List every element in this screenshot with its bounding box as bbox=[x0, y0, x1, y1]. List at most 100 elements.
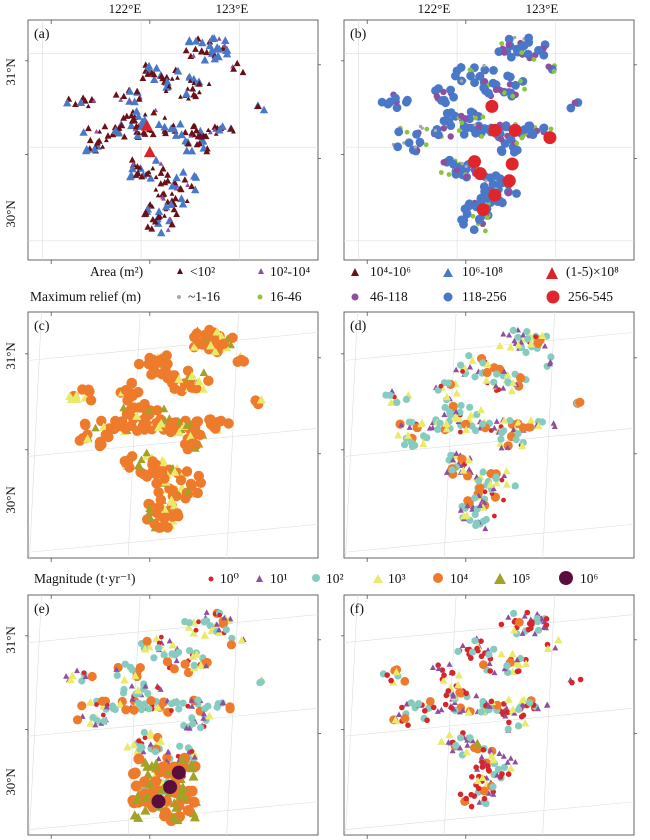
feature-a-11-10 bbox=[150, 109, 158, 116]
feature-b-2-4 bbox=[522, 86, 527, 92]
features-a bbox=[63, 34, 269, 237]
feature-a-5-68 bbox=[85, 124, 92, 132]
feature-d-0-17 bbox=[500, 331, 507, 337]
map-panel-b: (b) bbox=[341, 19, 637, 264]
feature-f-1-16 bbox=[454, 647, 462, 656]
feature-b-3-8 bbox=[433, 93, 440, 100]
feature-b-5-60 bbox=[527, 128, 537, 138]
feature-f-7-16 bbox=[445, 739, 452, 745]
feature-d-11-8 bbox=[448, 401, 458, 411]
lat-tick-31-e: 31°N bbox=[3, 626, 18, 654]
feature-a-3-9 bbox=[125, 87, 135, 95]
feature-c-8-33 bbox=[183, 486, 192, 495]
feature-d-3-11 bbox=[438, 383, 444, 389]
feature-d-2-13 bbox=[503, 370, 512, 379]
feature-c-5-69 bbox=[139, 424, 150, 435]
feature-f-6-10 bbox=[400, 714, 410, 723]
feature-a-2-0 bbox=[189, 85, 197, 92]
feature-c-2-23 bbox=[174, 374, 184, 383]
feature-f-0-7 bbox=[540, 624, 547, 630]
feature-a-3-11 bbox=[128, 99, 133, 104]
feature-e-5-6 bbox=[175, 705, 183, 713]
feature-d-11-14 bbox=[441, 411, 448, 418]
feature-a-5-46 bbox=[192, 122, 198, 128]
feature-b-6-11 bbox=[413, 145, 417, 149]
feature-f-3-8 bbox=[429, 664, 436, 670]
feature-c-9-24 bbox=[146, 514, 155, 522]
feature-e-12-0 bbox=[228, 634, 236, 642]
feature-a-5-29 bbox=[160, 122, 169, 131]
feature-d-8-21 bbox=[502, 466, 511, 475]
feature-e-0-25 bbox=[193, 627, 199, 633]
features-f bbox=[379, 609, 584, 810]
feature-d-8-28 bbox=[511, 482, 519, 490]
feature-f-11-14 bbox=[463, 690, 470, 697]
feature-d-0-20 bbox=[506, 331, 513, 338]
legend-mag-swatch-3 bbox=[373, 574, 383, 583]
feature-f-4-9 bbox=[392, 667, 401, 676]
feature-d-8-33 bbox=[486, 480, 495, 488]
feature-d-3-10 bbox=[440, 379, 449, 387]
feature-a-7-11 bbox=[130, 161, 136, 166]
feature-a-2-13 bbox=[185, 72, 194, 81]
feature-c-8-18 bbox=[195, 477, 206, 488]
feature-f-1-18 bbox=[459, 642, 466, 648]
feature-f-2-20 bbox=[479, 660, 488, 670]
feature-a-9-5 bbox=[154, 219, 163, 227]
feature-a-13-0 bbox=[259, 105, 269, 114]
feature-c-7-24 bbox=[147, 467, 158, 478]
legend-relief-label-3: 118-256 bbox=[462, 289, 507, 304]
feature-d-9-20 bbox=[457, 507, 464, 513]
feature-d-11-5 bbox=[466, 411, 475, 419]
map-frame-b bbox=[343, 19, 635, 261]
feature-c-12-3 bbox=[238, 356, 250, 367]
feature-f-5-54 bbox=[422, 708, 428, 714]
legend-area-label-0: <10² bbox=[190, 264, 215, 279]
feature-a-9-20 bbox=[155, 213, 162, 220]
feature-c-0-29 bbox=[199, 329, 210, 341]
feature-c-2-2 bbox=[198, 384, 208, 393]
feature-b-0-32 bbox=[531, 57, 537, 62]
feature-b-6-9 bbox=[393, 142, 403, 152]
feature-b-5-59 bbox=[433, 128, 438, 133]
feature-c-9-9 bbox=[143, 498, 154, 510]
feature-d-11-11 bbox=[451, 413, 460, 421]
feature-c-0-7 bbox=[226, 340, 235, 349]
feature-c-9-11 bbox=[153, 522, 165, 533]
feature-e-0-10 bbox=[227, 615, 234, 622]
legend-magnitude-title: Magnitude (t·yr⁻¹) bbox=[34, 571, 136, 586]
feature-e-10-1 bbox=[188, 714, 196, 722]
feature-f-2-5 bbox=[486, 660, 493, 666]
feature-f-1-14 bbox=[471, 637, 479, 645]
map-panel-f: (f) bbox=[341, 594, 637, 839]
feature-d-1-11 bbox=[479, 359, 487, 367]
graticule-f bbox=[344, 595, 634, 835]
feature-f-0-32 bbox=[534, 626, 543, 634]
feature-a-7-12 bbox=[126, 172, 135, 181]
feature-d-1-9 bbox=[453, 366, 460, 373]
legend-mag-label-0: 10⁰ bbox=[220, 571, 240, 586]
feature-e-2-19 bbox=[173, 657, 180, 664]
feature-f-10-9 bbox=[504, 709, 511, 716]
feature-c-8-11 bbox=[151, 478, 162, 489]
feature-b-5-46 bbox=[501, 121, 511, 131]
feature-f-8-16 bbox=[487, 747, 494, 753]
feature-e-7-25 bbox=[129, 740, 139, 749]
feature-e-11-6 bbox=[120, 685, 128, 694]
feature-b-6-5 bbox=[404, 138, 414, 148]
feature-d-0-29 bbox=[518, 339, 525, 345]
feature-a-9-0 bbox=[170, 205, 178, 213]
feature-d-4-1 bbox=[402, 395, 410, 403]
feature-e-4-3 bbox=[78, 677, 86, 685]
feature-e-5-39 bbox=[169, 708, 174, 713]
legend-relief-label-0: ~1-16 bbox=[188, 289, 220, 304]
feature-d-2-23 bbox=[516, 373, 526, 383]
feature-a-large-1 bbox=[143, 146, 156, 158]
feature-e-6-8 bbox=[100, 712, 106, 718]
feature-c-7-23 bbox=[124, 462, 135, 473]
feature-d-5-42 bbox=[538, 418, 547, 426]
lat-tick-31-c: 31°N bbox=[3, 342, 18, 370]
feature-e-5-34 bbox=[141, 700, 149, 708]
feature-f-5-10 bbox=[399, 704, 405, 711]
feature-d-0-33 bbox=[526, 340, 535, 348]
